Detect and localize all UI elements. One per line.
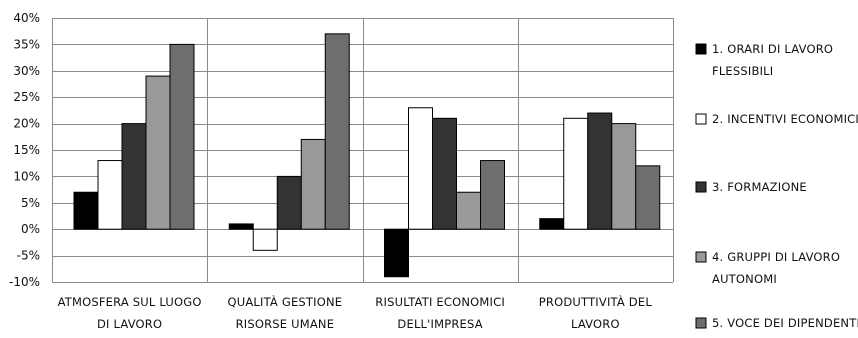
- bar: [384, 228, 409, 278]
- y-tick-label: 5%: [21, 196, 40, 210]
- legend-swatch: [695, 317, 707, 329]
- bar: [480, 160, 505, 230]
- bar: [324, 33, 350, 230]
- y-tick-label: 30%: [13, 64, 40, 78]
- bar: [169, 43, 195, 230]
- bar: [228, 223, 254, 230]
- category-label: QUALITÀ GESTIONE: [227, 294, 342, 309]
- bar: [276, 175, 302, 230]
- bar: [563, 117, 589, 230]
- category-label: RISORSE UMANE: [236, 317, 335, 331]
- legend-label: AUTONOMI: [712, 272, 777, 286]
- y-axis: 40% 35% 30% 25% 20% 15% 10% 5% 0% -5% -10%: [9, 11, 40, 289]
- legend-swatch: [695, 43, 707, 55]
- bar: [587, 112, 613, 230]
- y-tick-label: 25%: [13, 90, 40, 104]
- bar: [432, 117, 457, 230]
- legend-label: 1. ORARI DI LAVORO: [712, 42, 833, 56]
- bar: [97, 160, 123, 230]
- bar: [635, 165, 661, 230]
- y-tick-label: -5%: [17, 249, 40, 263]
- category-label: LAVORO: [571, 317, 620, 331]
- bar: [252, 228, 278, 251]
- bar: [456, 191, 481, 230]
- category-label: PRODUTTIVITÀ DEL: [539, 294, 653, 309]
- y-tick-label: 10%: [13, 169, 40, 183]
- bar: [611, 123, 637, 230]
- legend-label: FLESSIBILI: [712, 64, 773, 78]
- bar: [539, 218, 565, 230]
- legend-label: 3. FORMAZIONE: [712, 180, 807, 194]
- legend-swatch: [695, 251, 707, 263]
- bar: [145, 75, 171, 230]
- y-tick-label: 0%: [21, 222, 40, 236]
- legend: 1. ORARI DI LAVORO FLESSIBILI 2. INCENTIVI…: [695, 42, 858, 330]
- legend-label: 5. VOCE DEI DIPENDENTI: [712, 316, 858, 330]
- y-tick-label: 40%: [13, 11, 40, 25]
- legend-swatch: [695, 113, 707, 125]
- legend-swatch: [695, 181, 707, 193]
- y-tick-label: 15%: [13, 143, 40, 157]
- bar: [408, 107, 433, 230]
- bars: [73, 33, 661, 278]
- y-tick-label: -10%: [9, 275, 40, 289]
- category-label: DI LAVORO: [97, 317, 162, 331]
- category-label: ATMOSFERA SUL LUOGO: [58, 295, 202, 309]
- y-tick-label: 20%: [13, 117, 40, 131]
- bar: [73, 191, 99, 230]
- category-label: RISULTATI ECONOMICI: [375, 295, 505, 309]
- category-label: DELL'IMPRESA: [397, 317, 482, 331]
- bar: [121, 123, 147, 230]
- x-axis: ATMOSFERA SUL LUOGO DI LAVORO QUALITÀ GEST…: [58, 294, 653, 331]
- legend-label: 2. INCENTIVI ECONOMICI: [712, 112, 858, 126]
- legend-label: 4. GRUPPI DI LAVORO: [712, 250, 840, 264]
- y-tick-label: 35%: [13, 37, 40, 51]
- bar: [300, 138, 326, 230]
